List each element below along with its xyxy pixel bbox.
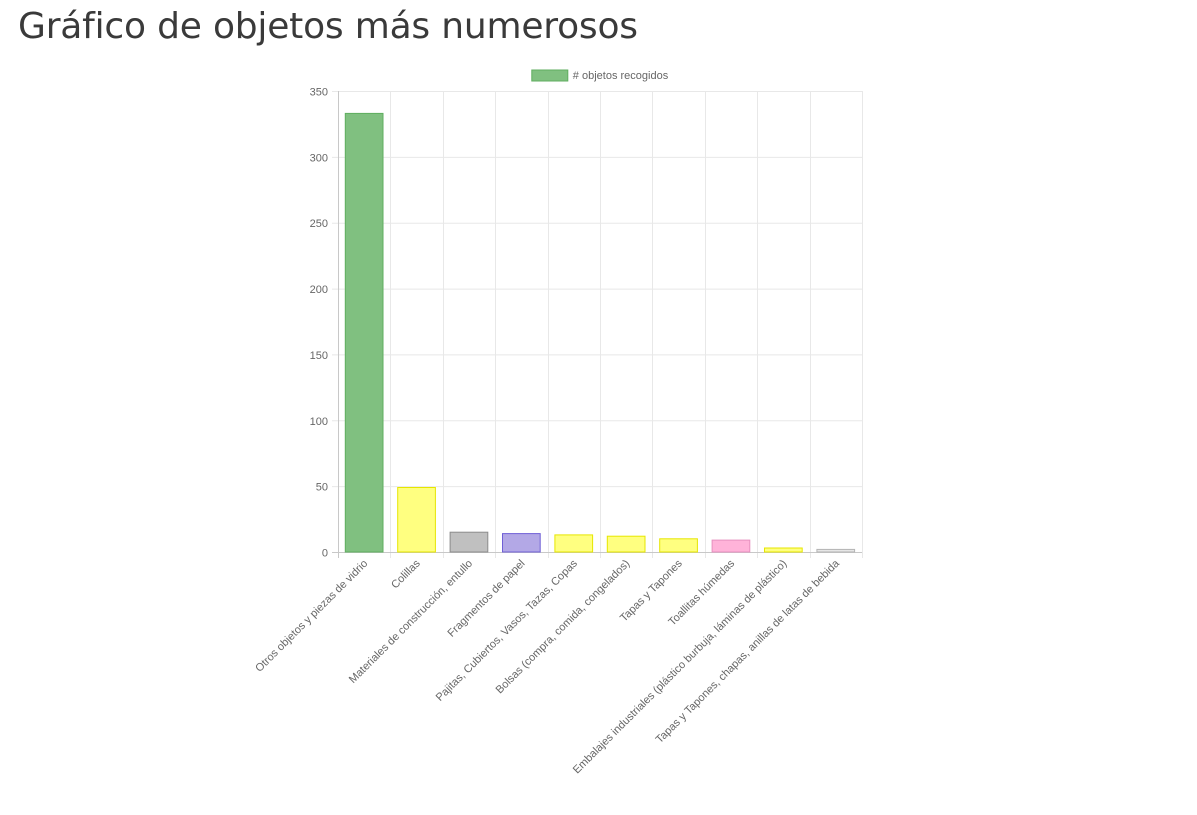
chart-bars — [344, 112, 856, 553]
bar[interactable] — [344, 112, 384, 553]
bar[interactable] — [554, 534, 594, 553]
bar[interactable] — [397, 487, 436, 553]
bar[interactable] — [606, 535, 646, 553]
chart-legend[interactable]: # objetos recogidos — [531, 69, 669, 82]
bar[interactable] — [711, 539, 751, 553]
bar[interactable] — [502, 533, 541, 553]
y-tick-label: 50 — [316, 482, 328, 494]
x-axis-ticks: Otros objetos y piezas de vidrio Colillas… — [253, 557, 842, 776]
legend-label: # objetos recogidos — [573, 70, 669, 82]
bar[interactable] — [659, 538, 698, 553]
y-tick-label: 200 — [310, 284, 328, 296]
y-tick-label: 0 — [322, 548, 328, 560]
legend-swatch — [531, 69, 569, 82]
y-tick-label: 150 — [310, 350, 328, 362]
x-tick-label: Otros objetos y piezas de vidrio — [253, 558, 370, 675]
x-tick-label: Tapas y Tapones, chapas, anillas de lata… — [654, 557, 843, 746]
bar[interactable] — [816, 548, 856, 553]
y-tick-label: 100 — [310, 416, 328, 428]
bar[interactable] — [764, 547, 803, 553]
y-tick-label: 350 — [310, 87, 328, 99]
x-tick-label: Colillas — [389, 557, 423, 591]
y-axis-ticks: 0 50 100 150 200 250 300 350 — [310, 87, 328, 560]
bar[interactable] — [449, 531, 489, 553]
page-title: Gráfico de objetos más numerosos — [18, 6, 638, 47]
y-tick-label: 300 — [310, 152, 328, 164]
y-tick-label: 250 — [310, 218, 328, 230]
